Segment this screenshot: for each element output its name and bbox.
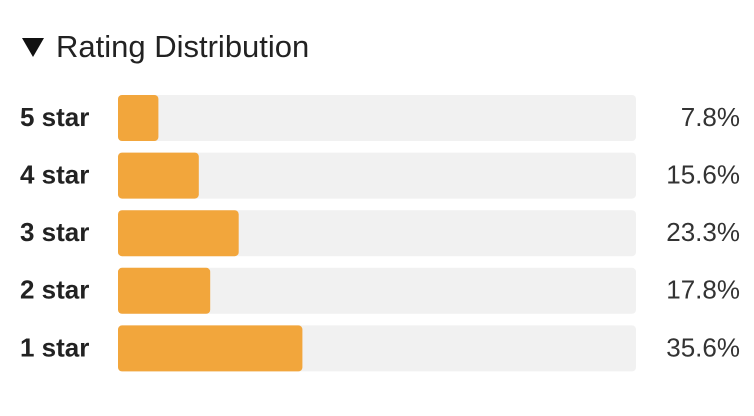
bar	[118, 325, 303, 372]
bar-track	[118, 95, 636, 141]
bar	[118, 152, 199, 199]
value-label: 35.6%	[666, 332, 740, 362]
bar-track	[118, 210, 636, 257]
bar	[118, 95, 159, 141]
category-label: 2 star	[20, 275, 89, 305]
value-label: 17.8%	[666, 275, 740, 305]
bar-track	[118, 152, 636, 199]
collapse-icon[interactable]	[22, 38, 44, 57]
bar-track	[118, 267, 636, 314]
value-label: 15.6%	[666, 159, 740, 189]
value-label: 23.3%	[666, 217, 740, 247]
category-label: 1 star	[20, 332, 89, 362]
bar	[118, 210, 239, 257]
category-label: 3 star	[20, 217, 89, 247]
category-label: 4 star	[20, 159, 89, 189]
category-label: 5 star	[20, 102, 89, 132]
value-label: 7.8%	[681, 102, 740, 132]
bar	[118, 267, 211, 314]
chart-title[interactable]: Rating Distribution	[56, 29, 309, 64]
